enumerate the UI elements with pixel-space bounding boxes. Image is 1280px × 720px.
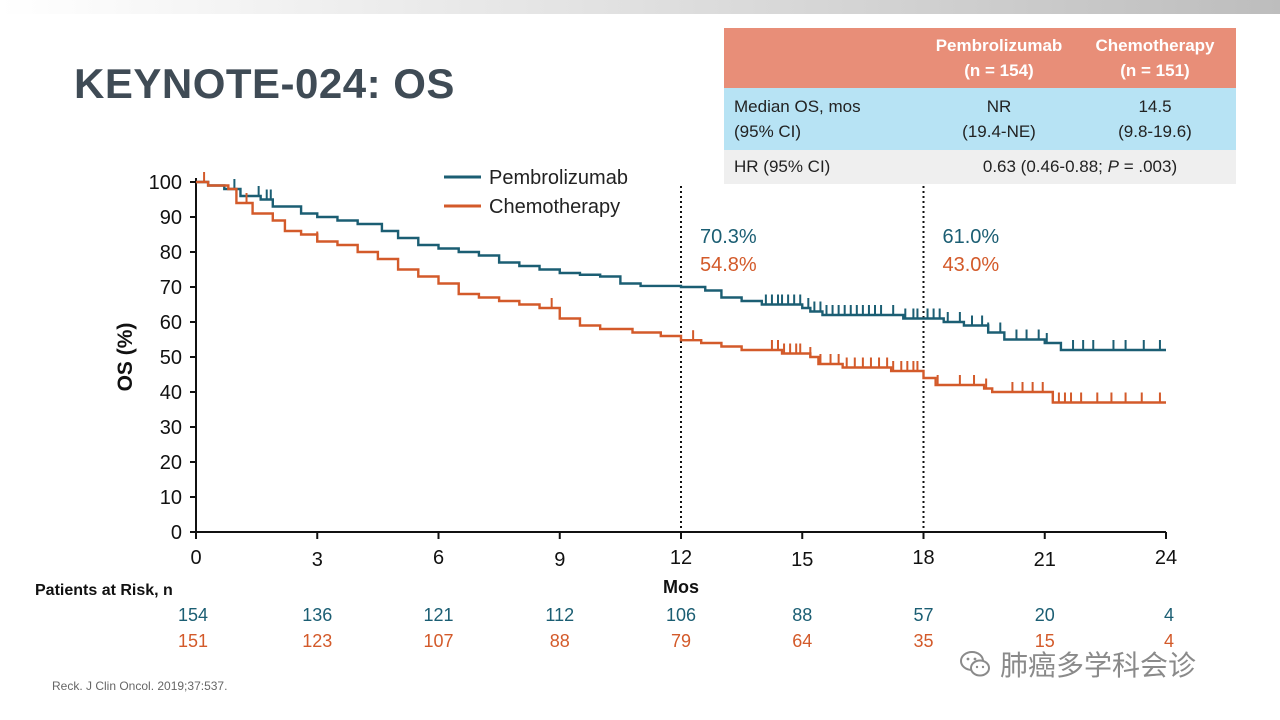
y-tick-label: 80 — [160, 242, 182, 264]
y-tick-label: 0 — [171, 522, 182, 544]
header-pembro-n: (n = 154) — [964, 61, 1034, 80]
at-risk-count-chemotherapy: 151 — [177, 631, 209, 651]
hr-value-prefix: 0.63 (0.46-0.88; — [982, 157, 1108, 176]
legend-label-chemotherapy: Chemotherapy — [489, 196, 620, 218]
y-tick-label: 50 — [160, 347, 182, 369]
y-tick-label: 30 — [160, 417, 182, 439]
x-tick-label: 6 — [433, 547, 444, 569]
annotation-chemo-month-12: 54.8% — [700, 254, 757, 276]
x-tick-label: 18 — [912, 547, 934, 569]
km-survival-chart: 0 10 20 30 40 50 60 70 80 90 100 0 3 6 9 12 15 18 21 24 Mos O… — [114, 167, 1177, 597]
hazard-ratio-row: HR (95% CI) 0.63 (0.46-0.88; P = .003) — [724, 150, 1236, 184]
km-curve-chemotherapy — [196, 180, 1166, 404]
hr-label: HR (95% CI) — [724, 150, 924, 184]
annotation-pembro-month-12: 70.3% — [700, 226, 757, 248]
x-tick-label: 3 — [312, 549, 323, 571]
at-risk-count-pembrolizumab: 20 — [1034, 605, 1055, 625]
at-risk-count-pembrolizumab: 4 — [1163, 605, 1174, 625]
at-risk-count-pembrolizumab: 136 — [302, 605, 333, 625]
wechat-icon — [960, 651, 990, 677]
top-gradient-band — [0, 0, 1280, 14]
at-risk-count-chemotherapy: 79 — [670, 631, 692, 651]
patients-at-risk-title: Patients at Risk, n — [35, 582, 173, 599]
at-risk-count-pembrolizumab: 154 — [177, 605, 209, 625]
y-axis-title: OS (%) — [114, 323, 137, 392]
header-pembro-name: Pembrolizumab — [935, 36, 1063, 55]
legend-label-pembrolizumab: Pembrolizumab — [489, 167, 628, 189]
header-chemo-n: (n = 151) — [1120, 61, 1190, 80]
summary-table-header: Pembrolizumab (n = 154) Chemotherapy (n … — [724, 28, 1236, 88]
median-os-pembro-value: NR — [986, 97, 1012, 116]
x-tick-label: 15 — [791, 549, 813, 571]
median-os-pembro-ci: (19.4-NE) — [962, 122, 1036, 141]
median-os-chemo-ci: (9.8-19.6) — [1118, 122, 1192, 141]
x-tick-label: 24 — [1155, 547, 1177, 569]
header-pembro-cell: Pembrolizumab (n = 154) — [924, 28, 1074, 88]
y-tick-label: 90 — [160, 207, 182, 229]
watermark: 肺癌多学科会诊 — [958, 644, 1196, 684]
y-tick-label: 10 — [160, 487, 182, 509]
x-tick-label: 12 — [670, 547, 692, 569]
annotation-pembro-month-18: 61.0% — [943, 226, 1000, 248]
at-risk-count-pembrolizumab: 106 — [665, 605, 697, 625]
hr-value: 0.63 (0.46-0.88; P = .003) — [924, 150, 1236, 184]
median-os-ci-label: (95% CI) — [734, 122, 802, 141]
at-risk-count-chemotherapy: 15 — [1034, 631, 1055, 651]
median-os-pembro-cell: NR (19.4-NE) — [924, 88, 1074, 150]
at-risk-count-chemotherapy: 88 — [549, 631, 570, 651]
median-os-chemo-value: 14.5 — [1138, 97, 1172, 116]
y-tick-label: 20 — [160, 452, 182, 474]
median-os-label: Median OS, mos — [734, 97, 861, 116]
summary-table: Pembrolizumab (n = 154) Chemotherapy (n … — [724, 28, 1236, 184]
x-tick-label: 9 — [554, 549, 565, 571]
y-tick-label: 60 — [160, 312, 182, 334]
x-tick-label: 21 — [1034, 549, 1056, 571]
x-tick-label: 0 — [190, 547, 201, 569]
at-risk-count-chemotherapy: 35 — [913, 631, 934, 651]
median-os-row: Median OS, mos (95% CI) NR (19.4-NE) 14.… — [724, 88, 1236, 150]
at-risk-row-pembrolizumab: 154 136 121 112 106 88 57 20 4 — [0, 605, 1280, 629]
hr-p-symbol: P — [1107, 157, 1119, 176]
at-risk-count-pembrolizumab: 57 — [913, 605, 934, 625]
at-risk-count-chemotherapy: 107 — [423, 631, 454, 651]
y-tick-label: 100 — [149, 172, 182, 194]
median-os-chemo-cell: 14.5 (9.8-19.6) — [1074, 88, 1236, 150]
watermark-text: 肺癌多学科会诊 — [1000, 650, 1197, 681]
at-risk-count-pembrolizumab: 121 — [423, 605, 454, 625]
at-risk-count-pembrolizumab: 88 — [792, 605, 813, 625]
at-risk-count-chemotherapy: 64 — [792, 631, 813, 651]
header-blank-cell — [724, 28, 924, 88]
y-tick-label: 40 — [160, 382, 182, 404]
annotation-chemo-month-18: 43.0% — [943, 254, 1000, 276]
at-risk-row-chemotherapy: 151 123 107 88 79 64 35 15 4 — [0, 631, 1280, 655]
x-axis-title: Mos — [663, 577, 699, 597]
at-risk-count-chemotherapy: 4 — [1163, 631, 1174, 651]
header-chemo-name: Chemotherapy — [1095, 36, 1215, 55]
at-risk-count-chemotherapy: 123 — [302, 631, 333, 651]
citation: Reck. J Clin Oncol. 2019;37:537. — [52, 679, 228, 693]
at-risk-count-pembrolizumab: 112 — [545, 605, 575, 625]
header-chemo-cell: Chemotherapy (n = 151) — [1074, 28, 1236, 88]
median-os-label-cell: Median OS, mos (95% CI) — [724, 88, 924, 150]
y-tick-label: 70 — [160, 277, 182, 299]
slide-title: KEYNOTE-024: OS — [74, 60, 455, 107]
hr-value-suffix: = .003) — [1118, 157, 1178, 176]
